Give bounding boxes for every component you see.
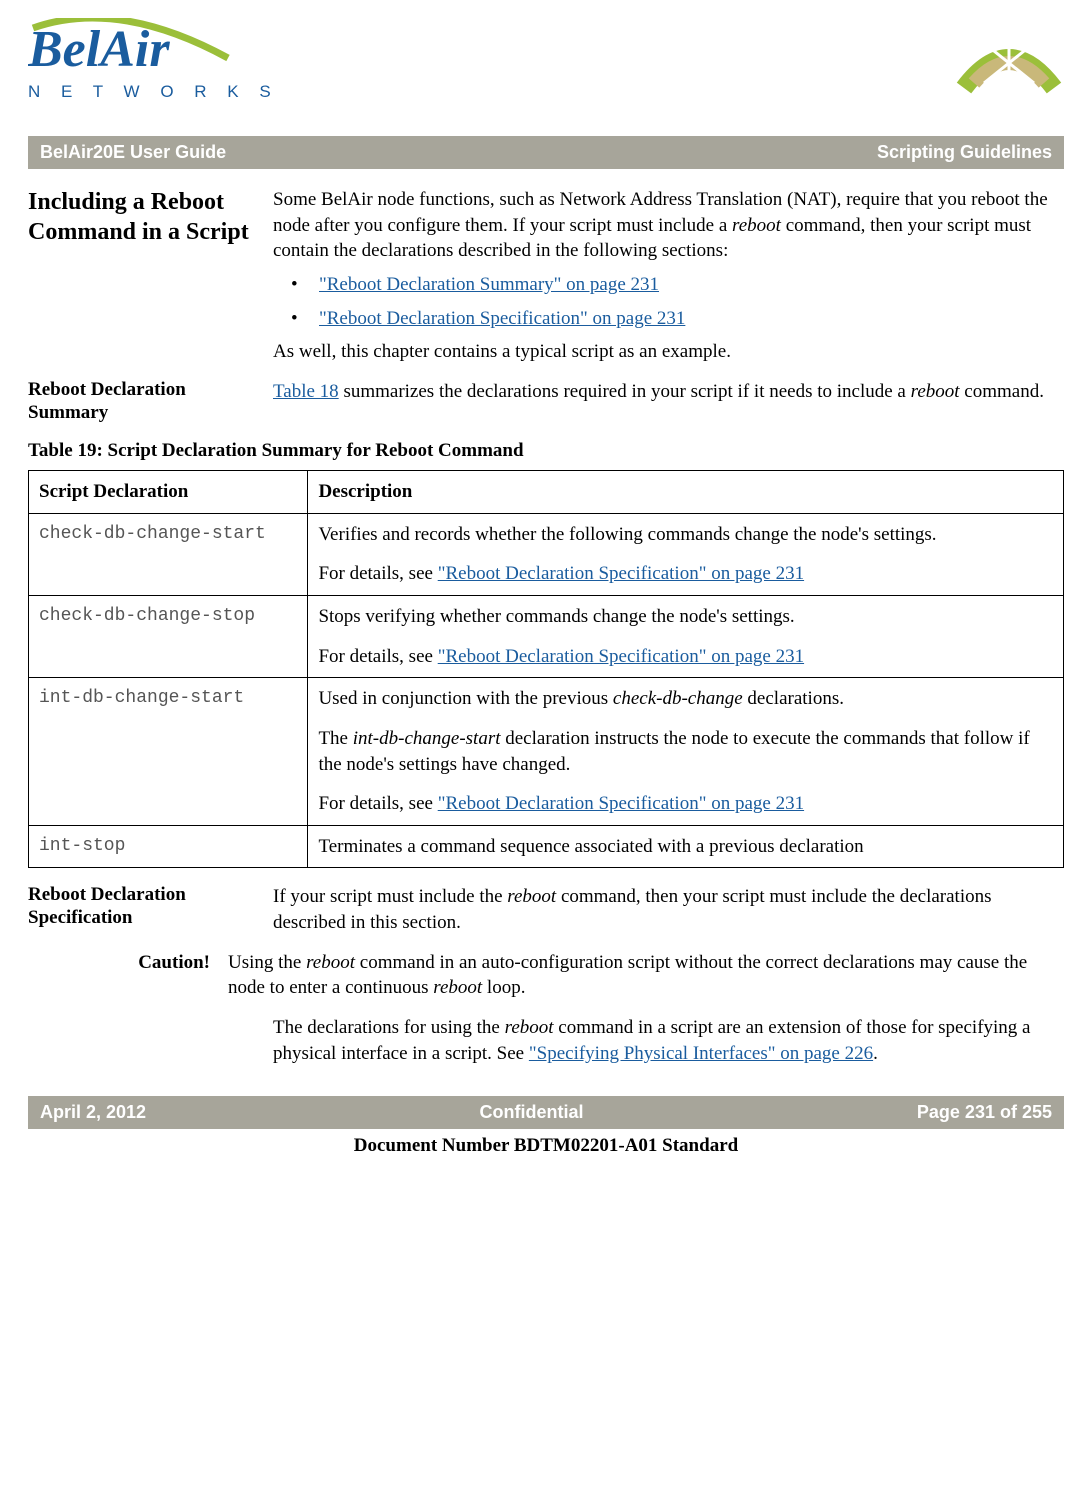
declaration-cell: check-db-change-start	[29, 513, 308, 595]
document-number: Document Number BDTM02201-A01 Standard	[28, 1129, 1064, 1157]
link-reboot-spec[interactable]: "Reboot Declaration Specification" on pa…	[438, 563, 804, 584]
caution-label: Caution!	[138, 952, 210, 973]
table-row: check-db-change-startVerifies and record…	[29, 513, 1064, 595]
section-heading-summary: Reboot Declaration Summary	[28, 379, 255, 425]
guide-title: BelAir20E User Guide	[40, 142, 226, 163]
page-header: BelAir N E T W O R K S	[28, 18, 1064, 118]
section-spec-body: If your script must include the reboot c…	[273, 884, 1064, 935]
link-reboot-summary[interactable]: "Reboot Declaration Summary" on page 231	[319, 274, 659, 295]
spec-extension-body: The declarations for using the reboot co…	[273, 1015, 1064, 1066]
table-row: check-db-change-stopStops verifying whet…	[29, 596, 1064, 678]
section-heading-spec: Reboot Declaration Specification	[28, 884, 255, 930]
section-heading-including: Including a Reboot Command in a Script	[28, 187, 255, 247]
table-title: Table 19: Script Declaration Summary for…	[28, 438, 1064, 464]
footer-bar: April 2, 2012 Confidential Page 231 of 2…	[28, 1096, 1064, 1129]
section-title: Scripting Guidelines	[877, 142, 1052, 163]
link-reboot-spec[interactable]: "Reboot Declaration Specification" on pa…	[438, 646, 804, 667]
footer-page: Page 231 of 255	[917, 1102, 1052, 1123]
declaration-cell: int-db-change-start	[29, 678, 308, 826]
table-header: Script Declaration	[29, 471, 308, 514]
corner-graphic-icon	[954, 18, 1064, 118]
link-reboot-spec[interactable]: "Reboot Declaration Specification" on pa…	[438, 793, 804, 814]
bullet-list: "Reboot Declaration Summary" on page 231…	[273, 272, 1064, 331]
declaration-table: Script Declaration Description check-db-…	[28, 470, 1064, 868]
svg-text:BelAir: BelAir	[28, 21, 170, 78]
company-logo: BelAir N E T W O R K S	[28, 18, 279, 102]
title-bar: BelAir20E User Guide Scripting Guideline…	[28, 136, 1064, 169]
footer-confidential: Confidential	[479, 1102, 583, 1123]
link-table18[interactable]: Table 18	[273, 381, 339, 402]
table-row: int-stopTerminates a command sequence as…	[29, 825, 1064, 868]
section-including-body: Some BelAir node functions, such as Netw…	[273, 187, 1064, 365]
description-cell: Verifies and records whether the followi…	[308, 513, 1064, 595]
declaration-cell: int-stop	[29, 825, 308, 868]
declaration-cell: check-db-change-stop	[29, 596, 308, 678]
footer-date: April 2, 2012	[40, 1102, 146, 1123]
section-summary-body: Table 18 summarizes the declarations req…	[273, 379, 1064, 425]
belair-logo-icon: BelAir	[28, 18, 248, 78]
list-item: "Reboot Declaration Summary" on page 231	[291, 272, 1064, 298]
caution-body: Using the reboot command in an auto-conf…	[228, 950, 1064, 1001]
table-row: int-db-change-startUsed in conjunction w…	[29, 678, 1064, 826]
link-reboot-spec[interactable]: "Reboot Declaration Specification" on pa…	[319, 308, 685, 329]
description-cell: Used in conjunction with the previous ch…	[308, 678, 1064, 826]
description-cell: Stops verifying whether commands change …	[308, 596, 1064, 678]
table-header: Description	[308, 471, 1064, 514]
link-specifying-physical[interactable]: "Specifying Physical Interfaces" on page…	[529, 1043, 873, 1064]
description-cell: Terminates a command sequence associated…	[308, 825, 1064, 868]
list-item: "Reboot Declaration Specification" on pa…	[291, 306, 1064, 332]
logo-subtitle: N E T W O R K S	[28, 82, 279, 102]
